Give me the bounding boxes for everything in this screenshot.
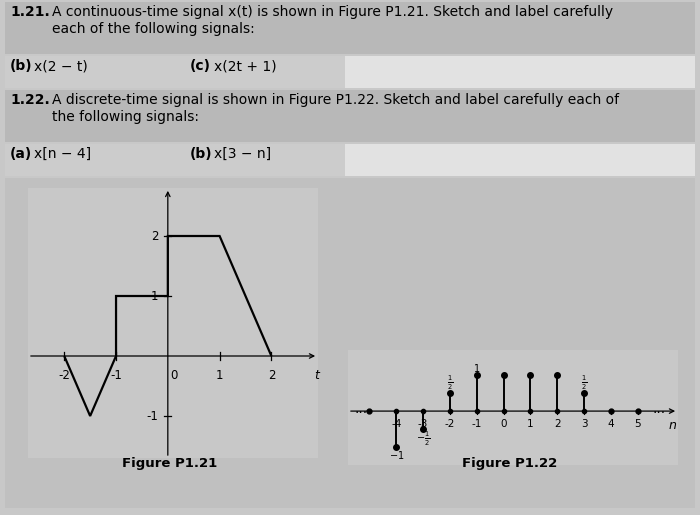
Text: (c): (c)	[190, 59, 211, 73]
Text: $\frac{1}{2}$: $\frac{1}{2}$	[581, 374, 587, 392]
Text: -1: -1	[146, 409, 158, 422]
Bar	[5, 144, 695, 176]
Text: 3: 3	[581, 419, 587, 429]
Text: 5: 5	[634, 419, 641, 429]
Text: 0: 0	[500, 419, 507, 429]
Text: 1: 1	[474, 364, 480, 374]
Text: -2: -2	[58, 369, 70, 382]
Text: 4: 4	[608, 419, 614, 429]
Text: 2: 2	[151, 230, 158, 243]
Text: $-\frac{1}{2}$: $-\frac{1}{2}$	[416, 430, 430, 448]
Text: -4: -4	[391, 419, 402, 429]
Bar	[345, 144, 695, 176]
Text: 0: 0	[170, 369, 178, 382]
Text: the following signals:: the following signals:	[52, 110, 199, 124]
Bar	[5, 2, 695, 54]
Text: (a): (a)	[10, 147, 32, 161]
Text: each of the following signals:: each of the following signals:	[52, 22, 255, 36]
Text: 1: 1	[527, 419, 534, 429]
Text: -1: -1	[110, 369, 122, 382]
Text: Figure P1.21: Figure P1.21	[122, 457, 218, 470]
Text: (b): (b)	[190, 147, 213, 161]
Text: x(2 − t): x(2 − t)	[34, 59, 88, 73]
Text: t: t	[314, 369, 318, 382]
Bar	[345, 56, 695, 88]
Text: x(2t + 1): x(2t + 1)	[214, 59, 276, 73]
Text: Figure P1.22: Figure P1.22	[463, 457, 558, 470]
Text: x[3 − n]: x[3 − n]	[214, 147, 271, 161]
Text: -2: -2	[444, 419, 455, 429]
Bar	[5, 178, 695, 508]
Text: $-1$: $-1$	[389, 449, 404, 461]
Text: (b): (b)	[10, 59, 33, 73]
Text: x[n − 4]: x[n − 4]	[34, 147, 91, 161]
Text: n: n	[668, 419, 677, 432]
Text: -3: -3	[418, 419, 428, 429]
Text: 2: 2	[267, 369, 275, 382]
Bar	[5, 178, 695, 510]
Text: -1: -1	[472, 419, 482, 429]
Text: A continuous-time signal x(t) is shown in Figure P1.21. Sketch and label careful: A continuous-time signal x(t) is shown i…	[52, 5, 613, 19]
Bar	[5, 56, 695, 88]
Text: $\frac{1}{2}$: $\frac{1}{2}$	[447, 374, 453, 392]
Text: 1.22.: 1.22.	[10, 93, 50, 107]
Text: 1: 1	[216, 369, 223, 382]
Text: A discrete-time signal is shown in Figure P1.22. Sketch and label carefully each: A discrete-time signal is shown in Figur…	[52, 93, 619, 107]
Text: ...: ...	[652, 402, 666, 416]
Text: 1: 1	[151, 289, 158, 302]
Text: 1.21.: 1.21.	[10, 5, 50, 19]
Bar	[5, 90, 695, 142]
Text: 2: 2	[554, 419, 561, 429]
Text: ...: ...	[355, 402, 368, 416]
